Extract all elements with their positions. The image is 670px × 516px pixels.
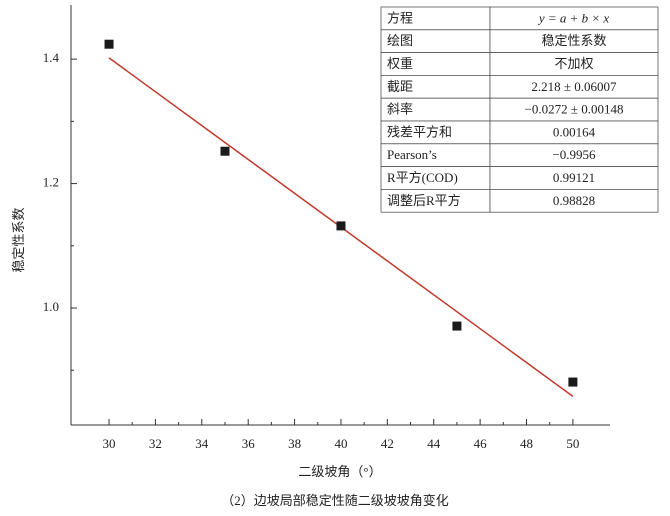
y-tick-label: 1.0 bbox=[43, 299, 59, 314]
x-tick-label: 46 bbox=[474, 436, 488, 451]
table-value: 稳定性系数 bbox=[541, 33, 606, 48]
data-point bbox=[336, 221, 346, 231]
table-value: 不加权 bbox=[554, 56, 593, 71]
table-key: 权重 bbox=[387, 56, 413, 71]
x-tick-label: 34 bbox=[195, 436, 209, 451]
table-value: y = a + b × x bbox=[537, 10, 610, 25]
table-key: 调整后R平方 bbox=[387, 193, 461, 208]
x-tick-label: 40 bbox=[334, 436, 347, 451]
y-tick-label: 1.4 bbox=[43, 50, 60, 65]
x-tick-label: 50 bbox=[566, 436, 579, 451]
table-value: −0.0272 ± 0.00148 bbox=[525, 102, 624, 117]
table-key: 绘图 bbox=[387, 33, 413, 48]
table-value: 2.218 ± 0.06007 bbox=[531, 79, 617, 94]
y-tick-label: 1.2 bbox=[43, 175, 59, 190]
table-value: 0.00164 bbox=[553, 124, 596, 139]
y-axis-label: 稳定性系数 bbox=[11, 207, 26, 272]
x-tick-label: 36 bbox=[242, 436, 256, 451]
table-value: 0.99121 bbox=[553, 170, 595, 185]
data-point bbox=[568, 377, 578, 387]
data-point bbox=[104, 39, 114, 49]
data-point bbox=[452, 321, 462, 331]
x-tick-label: 32 bbox=[149, 436, 162, 451]
table-key: 残差平方和 bbox=[387, 124, 452, 139]
table-key: 方程 bbox=[387, 10, 413, 25]
x-tick-label: 42 bbox=[381, 436, 394, 451]
table-key: Pearson’s bbox=[387, 147, 437, 162]
table-value: 0.98828 bbox=[553, 193, 595, 208]
x-tick-label: 48 bbox=[520, 436, 533, 451]
data-point bbox=[220, 146, 230, 156]
x-tick-label: 30 bbox=[103, 436, 116, 451]
table-key: 截距 bbox=[387, 79, 413, 94]
x-tick-label: 44 bbox=[427, 436, 441, 451]
table-value: −0.9956 bbox=[552, 147, 596, 162]
table-key: 斜率 bbox=[387, 102, 413, 117]
table-key: R平方(COD) bbox=[387, 170, 458, 185]
x-axis-label: 二级坡角（°） bbox=[298, 464, 381, 479]
x-tick-label: 38 bbox=[288, 436, 301, 451]
table-cell bbox=[489, 188, 659, 213]
caption: （2）边坡局部稳定性随二级坡坡角变化 bbox=[221, 493, 449, 508]
